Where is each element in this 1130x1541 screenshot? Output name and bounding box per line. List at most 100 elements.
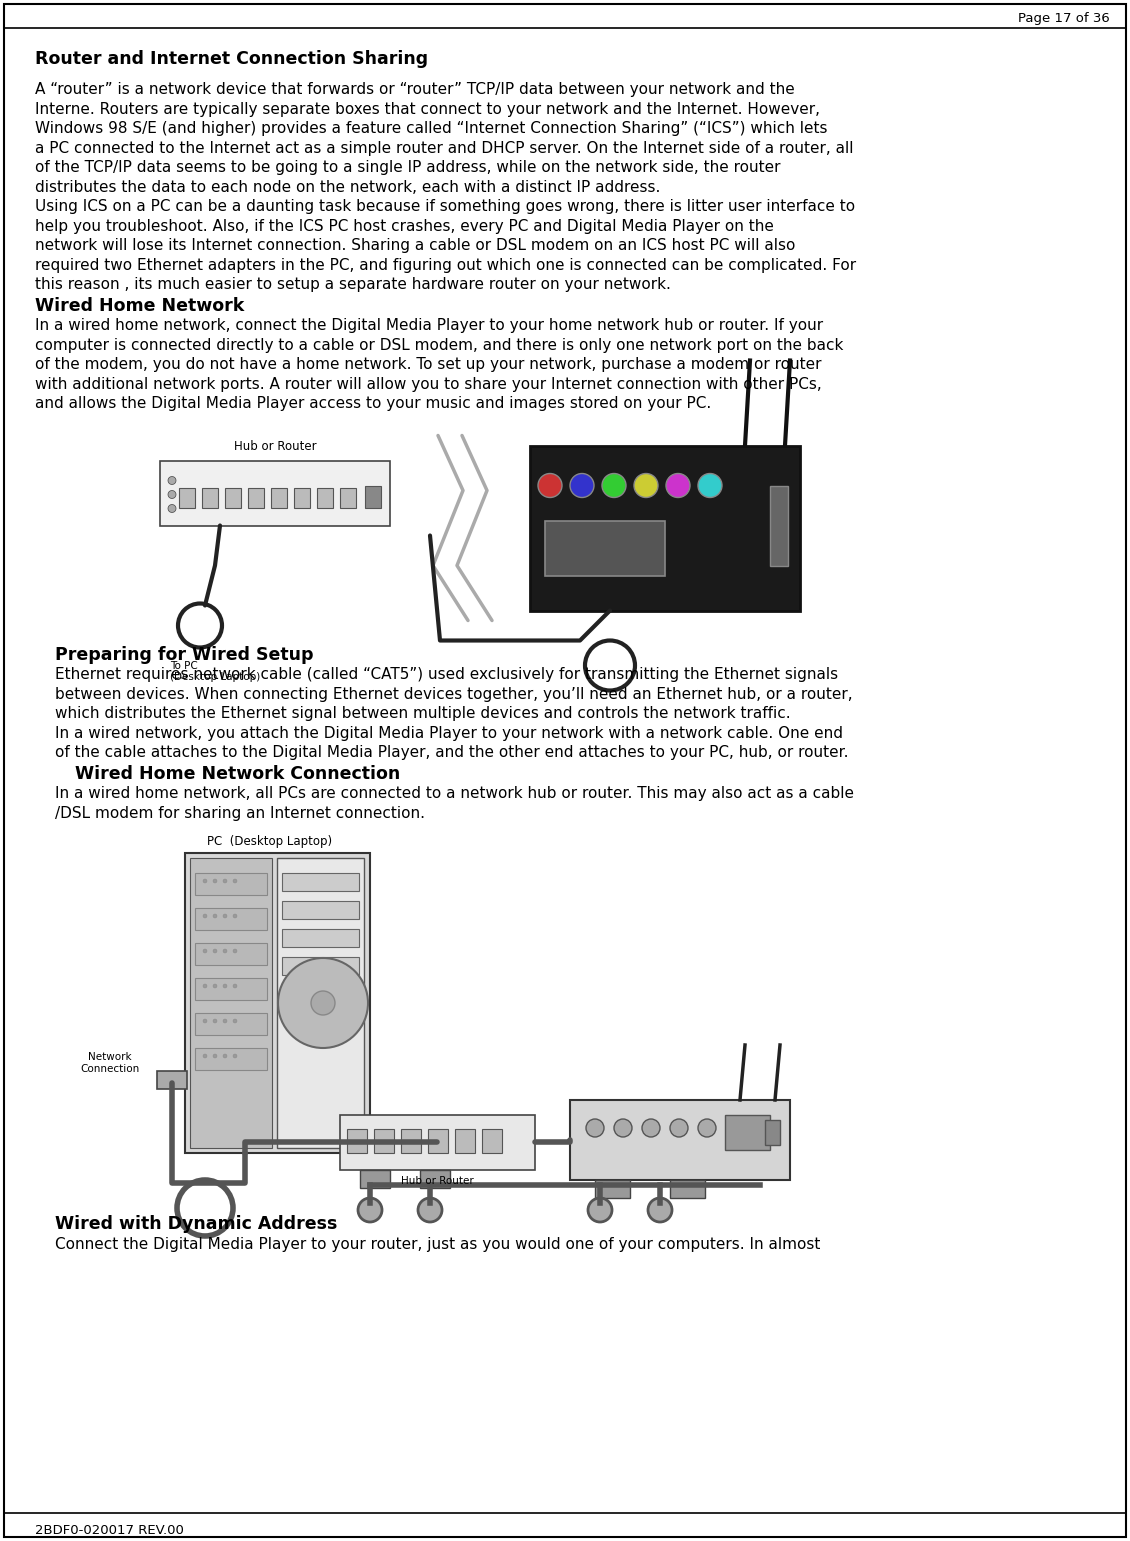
- Bar: [195, 943, 267, 965]
- Text: and allows the Digital Media Player access to your music and images stored on yo: and allows the Digital Media Player acce…: [35, 396, 711, 411]
- Text: 2BDF0-020017 REV.00: 2BDF0-020017 REV.00: [35, 1524, 184, 1536]
- Text: Using ICS on a PC can be a daunting task because if something goes wrong, there : Using ICS on a PC can be a daunting task…: [35, 199, 855, 214]
- Text: In a wired home network, connect the Digital Media Player to your home network h: In a wired home network, connect the Dig…: [35, 317, 823, 333]
- Text: help you troubleshoot. Also, if the ICS PC host crashes, every PC and Digital Me: help you troubleshoot. Also, if the ICS …: [35, 219, 774, 234]
- Text: Hub or Router: Hub or Router: [234, 439, 316, 453]
- Circle shape: [538, 473, 562, 498]
- FancyBboxPatch shape: [271, 487, 287, 507]
- Text: computer is connected directly to a cable or DSL modem, and there is only one ne: computer is connected directly to a cabl…: [35, 337, 843, 353]
- Bar: [530, 445, 800, 610]
- Bar: [157, 1071, 186, 1089]
- Circle shape: [212, 1019, 217, 1023]
- Bar: [282, 901, 359, 918]
- Text: To PC
(Desktop Laptop): To PC (Desktop Laptop): [170, 661, 260, 683]
- Circle shape: [634, 473, 658, 498]
- FancyBboxPatch shape: [428, 1130, 447, 1153]
- Bar: [282, 874, 359, 891]
- Bar: [596, 1180, 631, 1197]
- Circle shape: [168, 490, 176, 498]
- FancyBboxPatch shape: [318, 487, 333, 507]
- Circle shape: [647, 1197, 672, 1222]
- Circle shape: [212, 914, 217, 918]
- Text: Wired Home Network Connection: Wired Home Network Connection: [75, 764, 400, 783]
- Circle shape: [666, 473, 690, 498]
- Circle shape: [168, 476, 176, 484]
- Circle shape: [223, 985, 227, 988]
- Text: with additional network ports. A router will allow you to share your Internet co: with additional network ports. A router …: [35, 376, 822, 391]
- Circle shape: [278, 959, 368, 1048]
- Circle shape: [203, 985, 207, 988]
- Bar: [725, 1116, 770, 1150]
- Circle shape: [212, 878, 217, 883]
- Bar: [195, 1048, 267, 1069]
- Bar: [277, 858, 364, 1148]
- Bar: [570, 1100, 790, 1180]
- Text: distributes the data to each node on the network, each with a distinct IP addres: distributes the data to each node on the…: [35, 179, 660, 194]
- Circle shape: [168, 504, 176, 513]
- FancyBboxPatch shape: [225, 487, 241, 507]
- Circle shape: [588, 1197, 612, 1222]
- Circle shape: [670, 1119, 688, 1137]
- Circle shape: [203, 949, 207, 952]
- Text: In a wired home network, all PCs are connected to a network hub or router. This : In a wired home network, all PCs are con…: [55, 786, 854, 801]
- Text: A “router” is a network device that forwards or “router” TCP/IP data between you: A “router” is a network device that forw…: [35, 82, 794, 97]
- Text: PC  (Desktop Laptop): PC (Desktop Laptop): [208, 835, 332, 848]
- Bar: [195, 908, 267, 931]
- Text: of the modem, you do not have a home network. To set up your network, purchase a: of the modem, you do not have a home net…: [35, 358, 822, 371]
- Text: Ethernet requires network cable (called “CAT5”) used exclusively for transmittin: Ethernet requires network cable (called …: [55, 667, 838, 683]
- Bar: [545, 521, 664, 575]
- Text: In a wired network, you attach the Digital Media Player to your network with a n: In a wired network, you attach the Digit…: [55, 726, 843, 741]
- Text: Hub or Router: Hub or Router: [401, 1176, 473, 1187]
- FancyBboxPatch shape: [294, 487, 310, 507]
- Bar: [360, 1170, 390, 1188]
- Bar: [160, 461, 390, 525]
- Circle shape: [223, 949, 227, 952]
- FancyBboxPatch shape: [247, 487, 264, 507]
- Text: required two Ethernet adapters in the PC, and figuring out which one is connecte: required two Ethernet adapters in the PC…: [35, 257, 857, 273]
- Circle shape: [233, 949, 237, 952]
- FancyBboxPatch shape: [455, 1130, 475, 1153]
- Text: /DSL modem for sharing an Internet connection.: /DSL modem for sharing an Internet conne…: [55, 806, 425, 820]
- Circle shape: [203, 1019, 207, 1023]
- FancyBboxPatch shape: [401, 1130, 421, 1153]
- Circle shape: [614, 1119, 632, 1137]
- Circle shape: [212, 1054, 217, 1059]
- Circle shape: [698, 1119, 716, 1137]
- Bar: [340, 1116, 534, 1170]
- Text: network will lose its Internet connection. Sharing a cable or DSL modem on an IC: network will lose its Internet connectio…: [35, 237, 796, 253]
- Text: Router and Internet Connection Sharing: Router and Internet Connection Sharing: [35, 49, 428, 68]
- Circle shape: [203, 914, 207, 918]
- Circle shape: [233, 985, 237, 988]
- Circle shape: [602, 473, 626, 498]
- Text: Wired Home Network: Wired Home Network: [35, 296, 244, 314]
- Text: Network
Connection: Network Connection: [80, 1053, 140, 1074]
- Circle shape: [223, 878, 227, 883]
- Bar: [185, 854, 370, 1153]
- Text: Preparing for Wired Setup: Preparing for Wired Setup: [55, 646, 313, 664]
- Circle shape: [233, 1054, 237, 1059]
- Text: between devices. When connecting Ethernet devices together, you’ll need an Ether: between devices. When connecting Etherne…: [55, 686, 853, 701]
- Text: Connect the Digital Media Player to your router, just as you would one of your c: Connect the Digital Media Player to your…: [55, 1236, 820, 1251]
- Circle shape: [311, 991, 334, 1016]
- Circle shape: [418, 1197, 442, 1222]
- Circle shape: [358, 1197, 382, 1222]
- Circle shape: [212, 949, 217, 952]
- Text: Windows 98 S/E (and higher) provides a feature called “Internet Connection Shari: Windows 98 S/E (and higher) provides a f…: [35, 122, 827, 136]
- FancyBboxPatch shape: [483, 1130, 502, 1153]
- Bar: [195, 1012, 267, 1036]
- FancyBboxPatch shape: [347, 1130, 367, 1153]
- Text: this reason , its much easier to setup a separate hardware router on your networ: this reason , its much easier to setup a…: [35, 277, 671, 291]
- Bar: [195, 979, 267, 1000]
- Circle shape: [233, 878, 237, 883]
- Text: of the cable attaches to the Digital Media Player, and the other end attaches to: of the cable attaches to the Digital Med…: [55, 744, 849, 760]
- Bar: [195, 874, 267, 895]
- Circle shape: [570, 473, 594, 498]
- FancyBboxPatch shape: [340, 487, 356, 507]
- Circle shape: [223, 1054, 227, 1059]
- Text: Interne. Routers are typically separate boxes that connect to your network and t: Interne. Routers are typically separate …: [35, 102, 820, 117]
- FancyBboxPatch shape: [179, 487, 195, 507]
- Bar: [765, 1120, 780, 1145]
- FancyBboxPatch shape: [202, 487, 218, 507]
- Text: a PC connected to the Internet act as a simple router and DHCP server. On the In: a PC connected to the Internet act as a …: [35, 140, 853, 156]
- Circle shape: [698, 473, 722, 498]
